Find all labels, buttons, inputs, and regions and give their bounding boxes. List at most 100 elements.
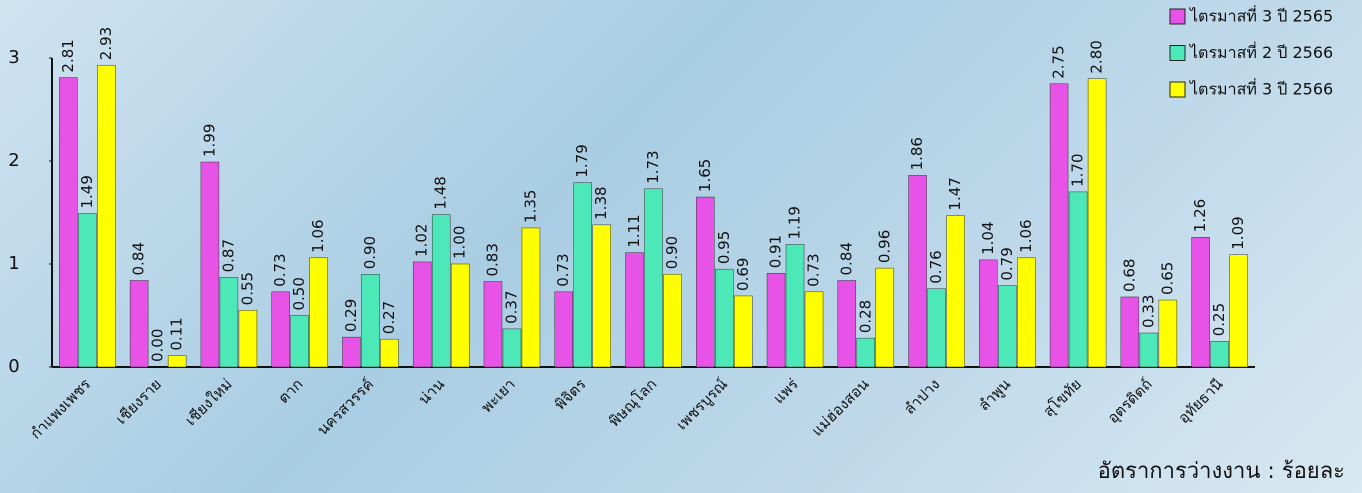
subtitle: อัตราการว่างงาน : ร้อยละ — [1098, 459, 1345, 484]
value-label: 0.68 — [1120, 259, 1138, 292]
x-tick-label: อุตรดิตถ์ — [1104, 375, 1157, 428]
y-tick-label: 3 — [8, 47, 19, 68]
x-tick-label: พิษณุโลก — [605, 375, 661, 431]
value-label: 1.48 — [432, 176, 450, 209]
bar — [483, 281, 503, 368]
x-tick-label: นครสวรรค์ — [314, 375, 378, 439]
value-label: 1.49 — [78, 175, 96, 208]
value-label: 1.35 — [521, 190, 539, 223]
bar — [521, 227, 541, 368]
bar — [271, 291, 290, 368]
x-tick-label: สุโขทัย — [1040, 375, 1086, 421]
x-tick-label: ลำพูน — [975, 375, 1014, 414]
legend-label: ไตรมาสที่ 2 ปี 2566 — [1188, 41, 1333, 62]
x-tick-label: น่าน — [415, 375, 448, 408]
bar — [238, 310, 258, 368]
value-label: 0.83 — [483, 243, 501, 276]
x-tick-label: เชียงใหม่ — [182, 375, 236, 429]
bar — [734, 295, 753, 368]
x-tick-label: เพชรบูรณ์ — [673, 375, 732, 434]
x-tick-label: เชียงราย — [112, 375, 165, 428]
value-label: 1.06 — [1017, 219, 1035, 252]
bar — [1087, 78, 1107, 368]
bar — [573, 182, 592, 368]
value-label: 0.27 — [380, 301, 398, 334]
bar — [663, 274, 682, 368]
bar — [309, 257, 328, 368]
bar — [1049, 83, 1069, 368]
value-label: 0.69 — [734, 258, 752, 291]
value-label: 0.84 — [837, 242, 855, 275]
value-label: 0.00 — [149, 329, 167, 362]
bar — [200, 161, 220, 368]
bar — [1068, 191, 1088, 368]
bar — [1139, 332, 1159, 368]
value-label: 0.96 — [875, 230, 893, 263]
bar — [592, 224, 611, 368]
value-label: 1.38 — [592, 186, 610, 219]
bar — [97, 64, 116, 368]
value-label: 0.11 — [168, 317, 186, 350]
bar — [129, 280, 149, 368]
value-label: 0.28 — [856, 300, 874, 333]
bar — [856, 337, 876, 368]
value-label: 0.84 — [130, 242, 148, 275]
x-tick-label: กำแพงเพชร — [27, 375, 95, 443]
value-label: 2.75 — [1050, 45, 1068, 78]
value-label: 1.47 — [946, 177, 964, 210]
bar — [219, 277, 239, 368]
value-label: 0.73 — [271, 253, 289, 286]
bar — [766, 273, 786, 368]
bar — [554, 291, 573, 368]
bar — [625, 252, 644, 368]
value-label: 1.99 — [200, 124, 218, 157]
value-label: 1.19 — [786, 206, 804, 239]
bar — [946, 215, 965, 368]
bar — [380, 338, 399, 368]
x-tick-label: แม่ฮ่องสอน — [808, 375, 873, 440]
value-label: 0.73 — [554, 253, 572, 286]
bar — [167, 355, 187, 368]
bar — [998, 285, 1017, 368]
bar — [78, 213, 97, 368]
x-tick-label: พะเยา — [478, 375, 519, 416]
bar — [875, 267, 895, 368]
value-label: 2.81 — [59, 39, 77, 72]
x-tick-label: อุทัยธานี — [1174, 375, 1227, 428]
x-tick-label: แพร่ — [770, 375, 802, 407]
value-label: 0.25 — [1210, 303, 1228, 336]
value-label: 0.29 — [342, 299, 360, 332]
bar — [696, 196, 715, 368]
bar — [715, 268, 734, 368]
legend-label: ไตรมาสที่ 3 ปี 2565 — [1188, 5, 1333, 26]
value-label: 0.65 — [1158, 262, 1176, 295]
bar — [837, 280, 857, 368]
value-label: 1.09 — [1229, 216, 1247, 249]
value-label: 0.90 — [361, 236, 379, 269]
bar — [1158, 299, 1178, 368]
bar — [927, 288, 946, 368]
legend-label: ไตรมาสที่ 3 ปี 2566 — [1188, 78, 1333, 99]
x-tick-label: ลำปาง — [900, 375, 943, 418]
value-label: 0.91 — [767, 235, 785, 268]
value-label: 1.70 — [1069, 153, 1087, 186]
value-label: 1.86 — [908, 137, 926, 170]
value-label: 2.93 — [97, 27, 115, 60]
bar — [908, 175, 927, 368]
legend-swatch — [1169, 81, 1186, 98]
value-label: 1.06 — [309, 219, 327, 252]
bar — [1229, 254, 1248, 368]
value-label: 0.33 — [1139, 295, 1157, 328]
bar — [979, 259, 998, 368]
bar — [431, 214, 451, 368]
value-label: 1.11 — [625, 214, 643, 247]
value-label: 0.50 — [290, 277, 308, 310]
value-label: 1.04 — [979, 221, 997, 254]
y-tick-label: 1 — [8, 253, 19, 274]
value-label: 1.73 — [644, 150, 662, 183]
bar — [1191, 236, 1210, 368]
value-label: 0.95 — [715, 231, 733, 264]
value-label: 0.90 — [663, 236, 681, 269]
bar — [804, 291, 824, 368]
